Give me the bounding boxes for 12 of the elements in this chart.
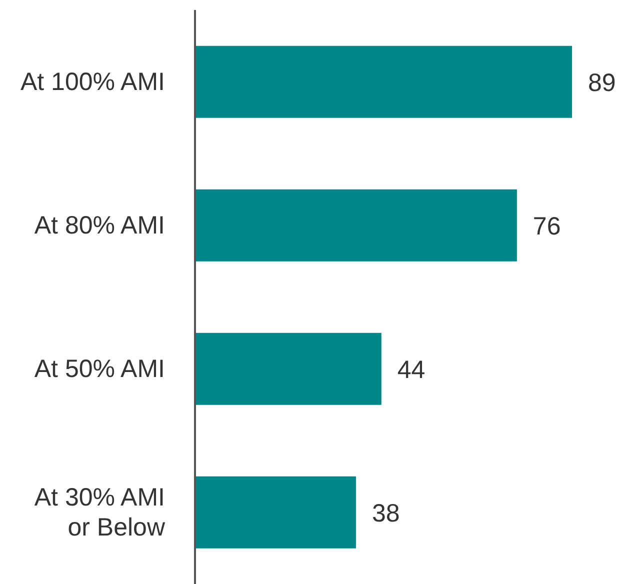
bar [195,476,356,548]
bar [195,46,572,118]
y-tick-label: At 100% AMI [20,68,165,96]
data-label: 38 [372,499,400,528]
y-tick-label: At 80% AMI [34,211,165,240]
bar [195,332,382,405]
data-label: 44 [397,356,426,384]
y-tick-label: At 50% AMI [34,354,165,383]
bar [195,189,517,262]
y-tick-label: At 30% AMI or Below [34,483,166,542]
data-label: 76 [532,212,561,240]
data-label: 89 [588,68,616,97]
